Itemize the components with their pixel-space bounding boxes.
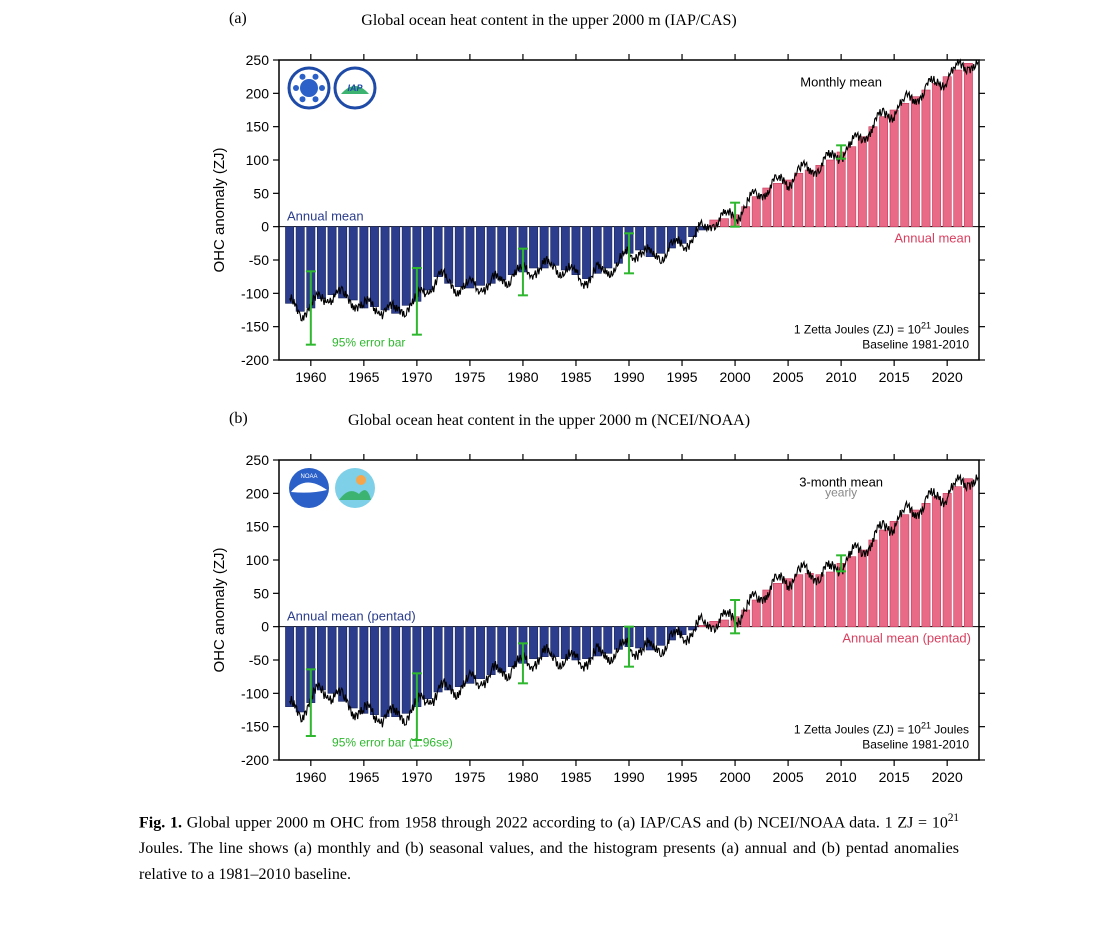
panel-b: (b) Global ocean heat content in the upp…: [109, 410, 989, 790]
svg-text:Monthly mean: Monthly mean: [800, 75, 882, 90]
svg-text:2010: 2010: [826, 769, 857, 785]
svg-text:2000: 2000: [719, 369, 750, 385]
svg-text:-50: -50: [249, 252, 269, 268]
caption-body-1: Global upper 2000 m OHC from 1958 throug…: [187, 814, 948, 831]
svg-text:150: 150: [246, 119, 270, 135]
svg-text:1970: 1970: [401, 369, 432, 385]
svg-text:1995: 1995: [666, 769, 697, 785]
svg-text:100: 100: [246, 152, 270, 168]
svg-text:0: 0: [261, 219, 269, 235]
svg-text:-150: -150: [241, 319, 269, 335]
svg-text:Annual mean (pentad): Annual mean (pentad): [287, 609, 416, 624]
svg-text:-100: -100: [241, 285, 269, 301]
svg-text:200: 200: [246, 485, 270, 501]
svg-text:100: 100: [246, 552, 270, 568]
svg-text:2015: 2015: [879, 769, 910, 785]
svg-text:2010: 2010: [826, 369, 857, 385]
svg-text:1965: 1965: [348, 769, 379, 785]
panel-a-chart: -200 -150 -100 -50 0 50 100 150 200 250 OHC anomal…: [109, 30, 989, 390]
svg-text:1980: 1980: [507, 369, 538, 385]
svg-text:1985: 1985: [560, 369, 591, 385]
svg-text:Baseline 1981-2010: Baseline 1981-2010: [862, 737, 969, 751]
svg-text:2015: 2015: [879, 369, 910, 385]
caption-prefix: Fig. 1.: [139, 814, 187, 831]
svg-text:-100: -100: [241, 685, 269, 701]
page: (a) Global ocean heat content in the upp…: [0, 0, 1098, 940]
caption-exp: 21: [948, 812, 959, 824]
svg-text:95% error bar (1.96se): 95% error bar (1.96se): [332, 736, 453, 750]
svg-text:-200: -200: [241, 352, 269, 368]
svg-text:-150: -150: [241, 719, 269, 735]
svg-text:OHC anomaly (ZJ): OHC anomaly (ZJ): [211, 147, 228, 272]
svg-text:50: 50: [253, 185, 269, 201]
svg-text:1985: 1985: [560, 769, 591, 785]
panel-a-title: Global ocean heat content in the upper 2…: [109, 12, 989, 30]
svg-text:2000: 2000: [719, 769, 750, 785]
caption-body-2: Joules. The line shows (a) monthly and (…: [139, 840, 959, 883]
svg-text:2020: 2020: [932, 369, 963, 385]
svg-text:1960: 1960: [295, 369, 326, 385]
svg-text:IAP: IAP: [347, 83, 363, 93]
svg-text:-50: -50: [249, 652, 269, 668]
svg-text:Baseline 1981-2010: Baseline 1981-2010: [862, 337, 969, 351]
svg-text:1 Zetta Joules (ZJ) = 1021 Jou: 1 Zetta Joules (ZJ) = 1021 Joules: [794, 320, 969, 336]
svg-text:50: 50: [253, 585, 269, 601]
svg-text:95% error bar: 95% error bar: [332, 336, 405, 350]
svg-text:1975: 1975: [454, 769, 485, 785]
svg-text:1 Zetta Joules (ZJ) = 1021 Jou: 1 Zetta Joules (ZJ) = 1021 Joules: [794, 720, 969, 736]
svg-text:Annual mean: Annual mean: [287, 209, 364, 224]
figure-caption: Fig. 1. Global upper 2000 m OHC from 195…: [139, 810, 959, 887]
svg-text:yearly: yearly: [825, 486, 857, 500]
svg-text:-200: -200: [241, 752, 269, 768]
svg-text:1995: 1995: [666, 369, 697, 385]
svg-text:OHC anomaly (ZJ): OHC anomaly (ZJ): [211, 547, 228, 672]
svg-text:250: 250: [246, 52, 270, 68]
svg-text:150: 150: [246, 519, 270, 535]
svg-text:Annual mean: Annual mean: [894, 231, 971, 246]
svg-text:1960: 1960: [295, 769, 326, 785]
svg-text:1990: 1990: [613, 769, 644, 785]
panel-b-title: Global ocean heat content in the upper 2…: [109, 412, 989, 430]
svg-text:250: 250: [246, 452, 270, 468]
svg-text:1965: 1965: [348, 369, 379, 385]
panel-b-chart: -200 -150 -100 -50 0 50 100 150 200 250 OHC anomal…: [109, 430, 989, 790]
svg-text:200: 200: [246, 85, 270, 101]
svg-text:1990: 1990: [613, 369, 644, 385]
svg-text:2005: 2005: [773, 369, 804, 385]
svg-text:2005: 2005: [773, 769, 804, 785]
svg-text:NOAA: NOAA: [300, 474, 317, 480]
panel-a: (a) Global ocean heat content in the upp…: [109, 10, 989, 390]
svg-text:1975: 1975: [454, 369, 485, 385]
svg-text:1980: 1980: [507, 769, 538, 785]
svg-text:Annual mean (pentad): Annual mean (pentad): [842, 631, 971, 646]
svg-text:0: 0: [261, 619, 269, 635]
svg-text:1970: 1970: [401, 769, 432, 785]
svg-text:2020: 2020: [932, 769, 963, 785]
